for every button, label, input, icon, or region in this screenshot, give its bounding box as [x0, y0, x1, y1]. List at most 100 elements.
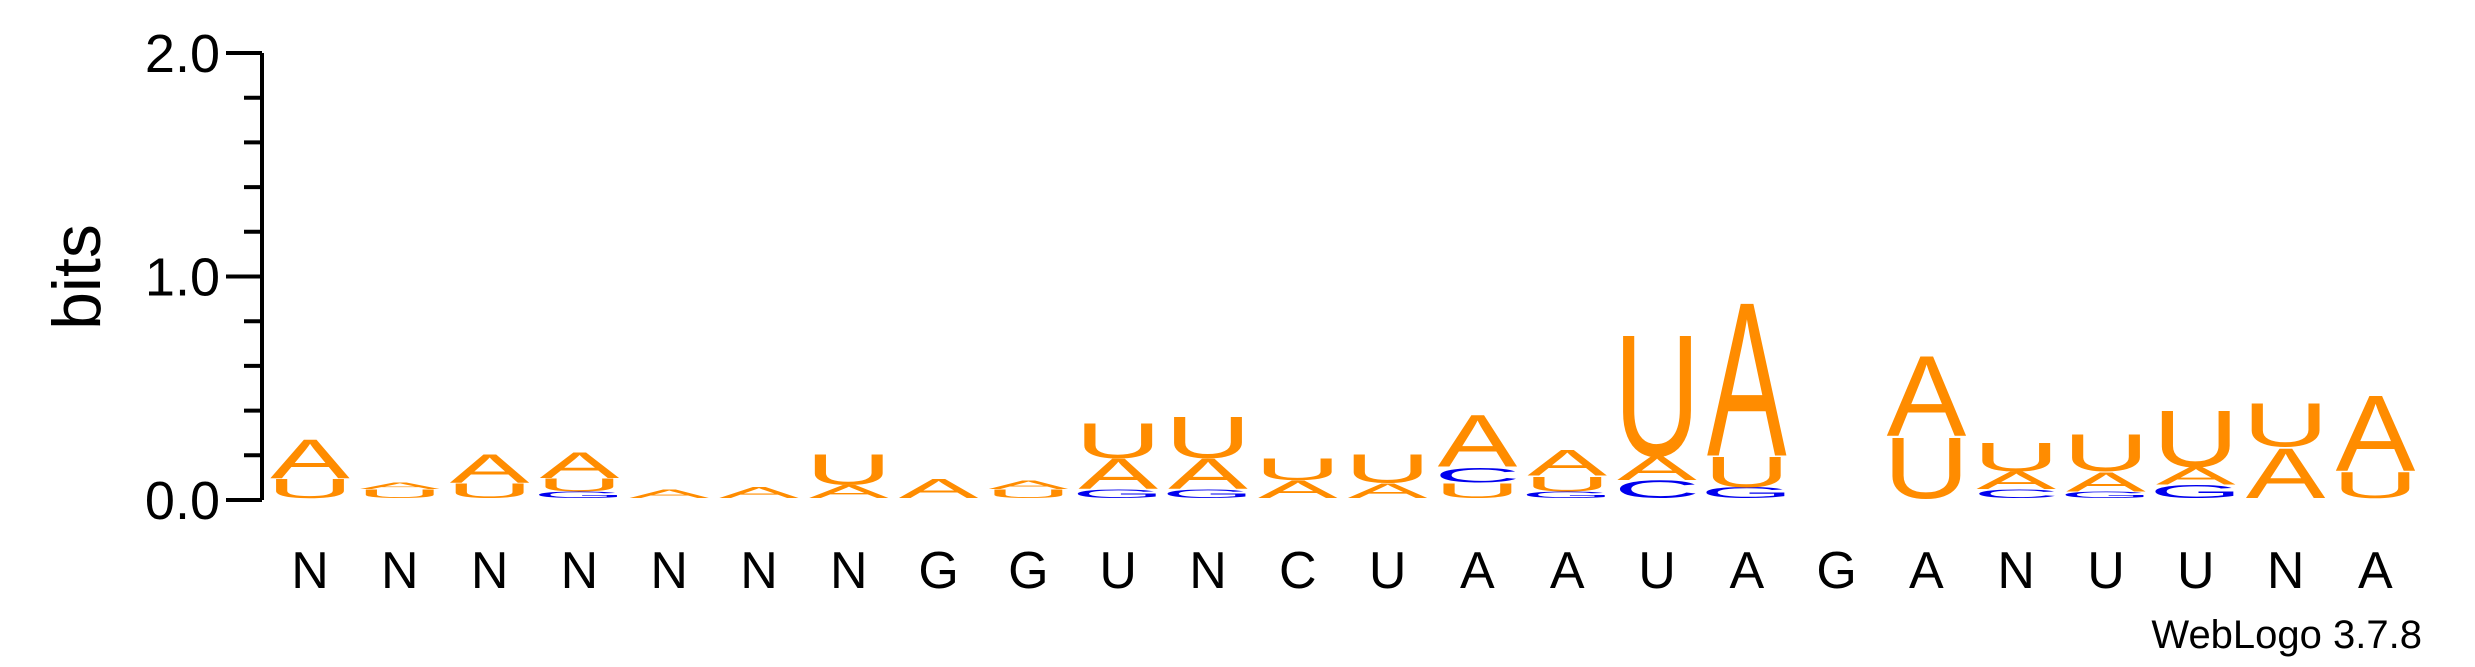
logo-letter-G: G	[1072, 487, 1165, 501]
x-tick-label: U	[2177, 542, 2215, 600]
x-tick-label: N	[381, 542, 419, 600]
logo-letter-A: A	[1707, 257, 1787, 503]
logo-stack-8: A	[899, 473, 979, 504]
x-tick-label: N	[740, 542, 778, 600]
logo-letter-A: A	[989, 478, 1069, 492]
logo-letter-U: U	[357, 487, 443, 501]
logo-stack-24: UA	[2332, 374, 2418, 506]
logo-stack-23: AU	[2242, 391, 2328, 513]
logo-letter-U: U	[2332, 464, 2418, 506]
x-tick-label: N	[830, 542, 868, 600]
logo-letter-G: G	[2060, 490, 2153, 500]
x-tick-label: U	[1369, 542, 1407, 600]
logo-stack-9: UA	[985, 478, 1071, 501]
weblogo-version-label: WebLogo 3.7.8	[2151, 613, 2422, 657]
logo-letter-G: G	[2149, 481, 2242, 502]
x-tick-label: A	[1729, 542, 1764, 600]
x-tick-label: N	[1189, 542, 1227, 600]
x-tick-label: G	[918, 542, 958, 600]
logo-letter-U: U	[2153, 394, 2239, 484]
logo-letter-A: A	[1348, 479, 1429, 503]
logo-letter-U: U	[2242, 391, 2328, 460]
logo-letter-A: A	[1617, 449, 1697, 487]
logo-letter-U: U	[1344, 446, 1430, 491]
logo-stack-22: GAU	[2149, 394, 2242, 502]
logo-stack-4: GUA	[533, 444, 626, 500]
logo-letter-U: U	[536, 475, 622, 496]
x-tick-label: A	[1550, 542, 1585, 600]
logo-letter-A: A	[899, 473, 979, 504]
logo-letter-G: G	[1521, 490, 1614, 500]
logo-letter-U: U	[1255, 452, 1341, 487]
logo-letter-A: A	[1168, 450, 1248, 498]
logo-stack-11: GAU	[1162, 405, 1255, 501]
logo-letter-A: A	[540, 444, 620, 486]
x-tick-label: U	[1099, 542, 1137, 600]
logo-stack-3: UA	[446, 446, 532, 503]
logo-stack-10: GAU	[1072, 413, 1165, 500]
logo-stack-13: AU	[1344, 446, 1430, 503]
logo-letter-G: G	[1700, 484, 1793, 501]
y-tick-label: 2.0	[145, 24, 220, 84]
logo-letter-A: A	[1976, 467, 2056, 495]
logo-letter-U: U	[1434, 479, 1520, 503]
logo-stack-7: AU	[806, 446, 892, 502]
logo-letter-A: A	[719, 484, 799, 501]
x-tick-label: N	[471, 542, 509, 600]
logo-letter-A: A	[1438, 400, 1518, 483]
logo-letter-A: A	[360, 481, 440, 491]
logo-letter-A: A	[2246, 433, 2326, 513]
logo-stack-6: A	[719, 484, 799, 501]
y-tick-label: 1.0	[145, 248, 220, 308]
x-tick-label: U	[1638, 542, 1676, 600]
y-axis-ticks: 0.0 1.0 2.0	[145, 24, 262, 531]
x-tick-label: A	[1909, 542, 1944, 600]
y-tick-label: 0.0	[145, 471, 220, 531]
x-tick-label: N	[561, 542, 599, 600]
logo-stack-14: UCA	[1434, 400, 1520, 503]
logo-stack-5: A	[629, 487, 709, 501]
logo-letter-U: U	[985, 487, 1071, 501]
logo-letter-G: G	[533, 490, 626, 500]
logo-letter-C: C	[1614, 476, 1700, 504]
logo-stack-16: CAU	[1614, 298, 1700, 503]
x-tick-label: N	[1997, 542, 2035, 600]
logo-letter-A: A	[629, 487, 709, 501]
logo-letter-U: U	[2063, 423, 2149, 482]
logo-stack-12: AU	[1255, 452, 1341, 503]
logo-letter-U: U	[1075, 413, 1161, 468]
logo-letter-A: A	[1078, 450, 1158, 498]
x-tick-label: G	[1008, 542, 1048, 600]
x-tick-label: U	[2087, 542, 2125, 600]
logo-letter-U: U	[806, 446, 892, 494]
x-tick-label: N	[650, 542, 688, 600]
logo-letter-A: A	[2156, 462, 2236, 490]
y-axis-title: bits	[39, 224, 115, 330]
logo-letter-U: U	[446, 479, 532, 503]
logo-letter-A: A	[270, 428, 350, 490]
logo-stack-17: GUA	[1700, 257, 1793, 503]
logo-letter-U: U	[1883, 420, 1969, 517]
x-tick-label: A	[2358, 542, 2393, 600]
logo-letter-G: G	[1162, 487, 1255, 501]
x-tick-label: C	[1279, 542, 1317, 600]
logo-letter-A: A	[1527, 442, 1607, 484]
logo-letter-U: U	[1524, 472, 1610, 496]
logo-letter-C: C	[1434, 463, 1520, 487]
logo-letter-U: U	[267, 473, 353, 504]
logo-letter-U: U	[1704, 448, 1790, 496]
x-tick-label: N	[291, 542, 329, 600]
logo-letter-U: U	[1973, 435, 2059, 480]
logo-stack-20: CAU	[1973, 435, 2059, 501]
logo-stack-15: GUA	[1521, 442, 1614, 500]
x-tick-label: G	[1816, 542, 1856, 600]
logo-letter-C: C	[1973, 487, 2059, 501]
x-tick-label: A	[1460, 542, 1495, 600]
logo-stack-21: GAU	[2060, 423, 2153, 500]
logo-stack-2: UA	[357, 481, 443, 501]
logo-letter-A: A	[809, 481, 889, 502]
logo-letter-A: A	[2336, 374, 2416, 495]
logo-stack-1: UA	[267, 428, 353, 505]
